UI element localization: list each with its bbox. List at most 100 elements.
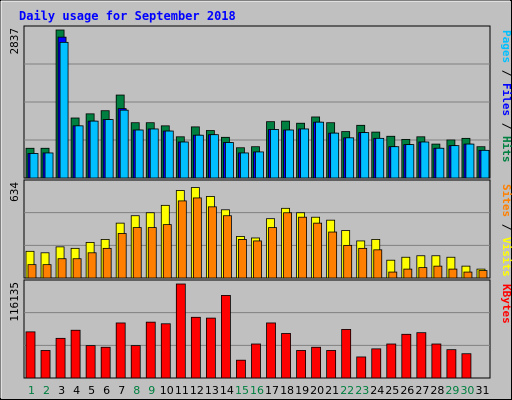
- bar-kbytes-day-2: [40, 350, 51, 379]
- bar-pages-day-22: [345, 137, 355, 179]
- x-tick-label-day-23: 23: [355, 384, 369, 397]
- bar-kbytes-day-30: [461, 353, 472, 379]
- bar-sites-day-11: [177, 200, 187, 279]
- bar-kbytes-day-18: [281, 333, 291, 379]
- bar-sites-day-22: [343, 244, 353, 279]
- bar-kbytes-day-9: [145, 321, 156, 379]
- bar-kbytes-day-29: [446, 349, 457, 379]
- bar-kbytes-day-1: [25, 331, 36, 379]
- bar-kbytes-day-6: [100, 346, 111, 379]
- series-label-part: /: [500, 116, 512, 136]
- x-tick-label-day-2: 2: [43, 384, 50, 397]
- bar-sites-day-27: [418, 267, 428, 279]
- x-tick-label-day-30: 30: [460, 384, 474, 397]
- bar-kbytes-day-27: [416, 332, 427, 379]
- x-tick-label-day-20: 20: [310, 384, 324, 397]
- bar-pages-day-19: [300, 128, 309, 179]
- x-tick-label-day-13: 13: [205, 384, 219, 397]
- bar-kbytes-day-14: [221, 295, 231, 379]
- bar-pages-day-30: [465, 143, 475, 179]
- x-tick-label-day-8: 8: [133, 384, 140, 397]
- bar-pages-day-21: [330, 132, 340, 179]
- bar-pages-day-18: [285, 129, 294, 179]
- bar-pages-day-11: [179, 141, 189, 179]
- series-label-part: Visits: [500, 237, 512, 277]
- bar-sites-day-20: [313, 222, 323, 279]
- x-tick-label-day-21: 21: [325, 384, 339, 397]
- bar-kbytes-day-8: [130, 345, 141, 379]
- bar-sites-day-17: [268, 227, 277, 279]
- bar-pages-day-16: [255, 151, 264, 179]
- bar-sites-day-29: [448, 268, 458, 279]
- bar-sites-day-31: [478, 270, 488, 279]
- x-tick-label-day-10: 10: [160, 384, 174, 397]
- x-tick-label-day-25: 25: [385, 384, 399, 397]
- series-label-part: /: [500, 217, 512, 237]
- bar-pages-day-13: [209, 134, 219, 179]
- panel-3-series-label: KBytes: [500, 284, 512, 324]
- bar-pages-day-17: [270, 129, 279, 179]
- bar-sites-day-10: [162, 224, 172, 279]
- x-tick-label-day-11: 11: [175, 384, 189, 397]
- bar-sites-day-19: [298, 216, 307, 279]
- x-tick-label-day-22: 22: [340, 384, 354, 397]
- bar-pages-day-29: [450, 145, 460, 179]
- bar-pages-day-24: [375, 137, 385, 179]
- bar-sites-day-3: [57, 258, 67, 279]
- bar-sites-day-12: [192, 197, 202, 279]
- bar-pages-day-14: [225, 142, 234, 179]
- bar-sites-day-6: [102, 247, 112, 279]
- bar-pages-day-27: [420, 141, 430, 179]
- bar-kbytes-day-26: [401, 333, 412, 379]
- bar-sites-day-16: [253, 240, 262, 279]
- x-tick-label-day-24: 24: [370, 384, 384, 397]
- bar-kbytes-day-28: [431, 343, 442, 379]
- series-label-part: Files: [500, 83, 512, 116]
- bar-sites-day-2: [42, 264, 52, 279]
- x-tick-label-day-29: 29: [445, 384, 459, 397]
- bar-sites-day-30: [463, 271, 473, 279]
- bar-sites-day-15: [238, 239, 247, 279]
- x-tick-label-day-27: 27: [415, 384, 429, 397]
- x-tick-label-day-28: 28: [430, 384, 444, 397]
- bar-pages-day-15: [240, 152, 249, 179]
- bar-kbytes-day-11: [175, 283, 186, 379]
- bar-sites-day-7: [117, 233, 127, 279]
- bar-sites-day-4: [72, 258, 82, 279]
- bar-pages-day-4: [74, 125, 84, 179]
- bar-pages-day-9: [149, 128, 159, 179]
- bar-pages-day-28: [435, 147, 445, 179]
- series-label-part: Pages: [500, 30, 512, 63]
- bar-pages-day-31: [480, 149, 490, 179]
- bar-kbytes-day-23: [356, 356, 367, 379]
- bar-kbytes-day-13: [205, 317, 216, 379]
- series-label-part: /: [500, 63, 512, 83]
- bar-kbytes-day-21: [326, 350, 337, 379]
- bar-pages-day-5: [89, 120, 99, 179]
- x-tick-label-day-1: 1: [28, 384, 35, 397]
- bar-sites-day-13: [207, 206, 217, 279]
- panel-2-series-label: Sites / Visits: [500, 184, 512, 277]
- bar-sites-day-25: [388, 271, 398, 279]
- chart-title: Daily usage for September 2018: [19, 9, 236, 23]
- x-tick-label-day-17: 17: [265, 384, 279, 397]
- bar-sites-day-26: [403, 268, 413, 279]
- x-tick-label-day-4: 4: [73, 384, 80, 397]
- bar-pages-day-2: [44, 152, 54, 179]
- bar-pages-day-10: [164, 130, 174, 179]
- bar-pages-day-1: [29, 153, 39, 179]
- series-label-part: KBytes: [500, 284, 512, 324]
- x-tick-label-day-7: 7: [118, 384, 125, 397]
- series-label-part: Sites: [500, 184, 512, 217]
- bar-pages-day-6: [104, 119, 114, 179]
- bar-pages-day-12: [194, 134, 204, 179]
- bar-kbytes-day-24: [371, 348, 382, 379]
- bar-kbytes-day-22: [341, 329, 352, 379]
- bar-sites-day-9: [147, 227, 157, 279]
- x-tick-label-day-12: 12: [190, 384, 204, 397]
- bar-kbytes-day-25: [386, 343, 397, 379]
- panel-1-ymax-label: 2837: [8, 28, 21, 55]
- bar-kbytes-day-7: [115, 322, 126, 379]
- bar-kbytes-day-5: [85, 345, 96, 379]
